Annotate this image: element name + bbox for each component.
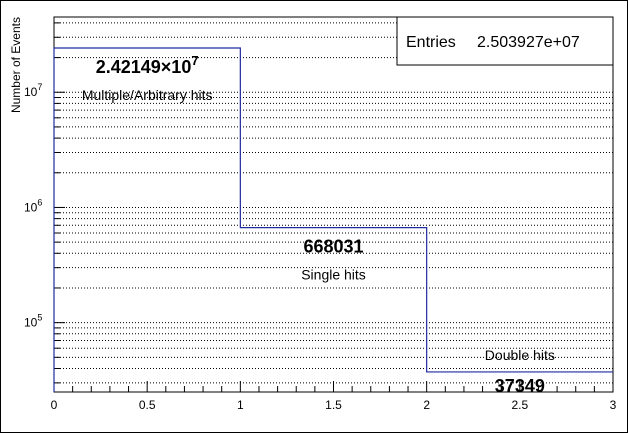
y-axis-ticks: 105 106 107 <box>24 22 65 384</box>
x-tick-label: 1.5 <box>325 398 342 412</box>
x-tick-label: 0.5 <box>139 398 156 412</box>
histogram-step-line <box>53 47 613 392</box>
x-tick-label: 3 <box>610 398 617 412</box>
bin-name-label: Single hits <box>301 267 366 283</box>
bin-name-label: Double hits <box>485 347 555 363</box>
x-tick-label: 2.5 <box>511 398 528 412</box>
bin-value-label: 2.42149×107 <box>96 53 199 77</box>
x-tick-label: 1 <box>237 398 244 412</box>
y-tick-label: 107 <box>24 82 42 99</box>
entries-value: 2.503927e+07 <box>477 34 580 51</box>
x-axis-ticks: 0 0.5 1 1.5 2 2.5 3 <box>51 381 617 412</box>
bin-labels: 2.42149×107 Multiple/Arbitrary hits 668031… <box>82 53 555 396</box>
y-tick-label: 106 <box>24 197 42 214</box>
x-tick-label: 0 <box>51 398 58 412</box>
bin-value-label: 37349 <box>495 376 545 396</box>
y-axis-label: Number of Events <box>9 17 23 113</box>
entries-label: Entries <box>406 34 456 51</box>
y-tick-label: 105 <box>24 313 42 330</box>
bin-value-label: 668031 <box>303 237 363 257</box>
bin-name-label: Multiple/Arbitrary hits <box>82 87 213 103</box>
stats-box: Entries 2.503927e+07 <box>396 16 614 66</box>
x-tick-label: 2 <box>423 398 430 412</box>
